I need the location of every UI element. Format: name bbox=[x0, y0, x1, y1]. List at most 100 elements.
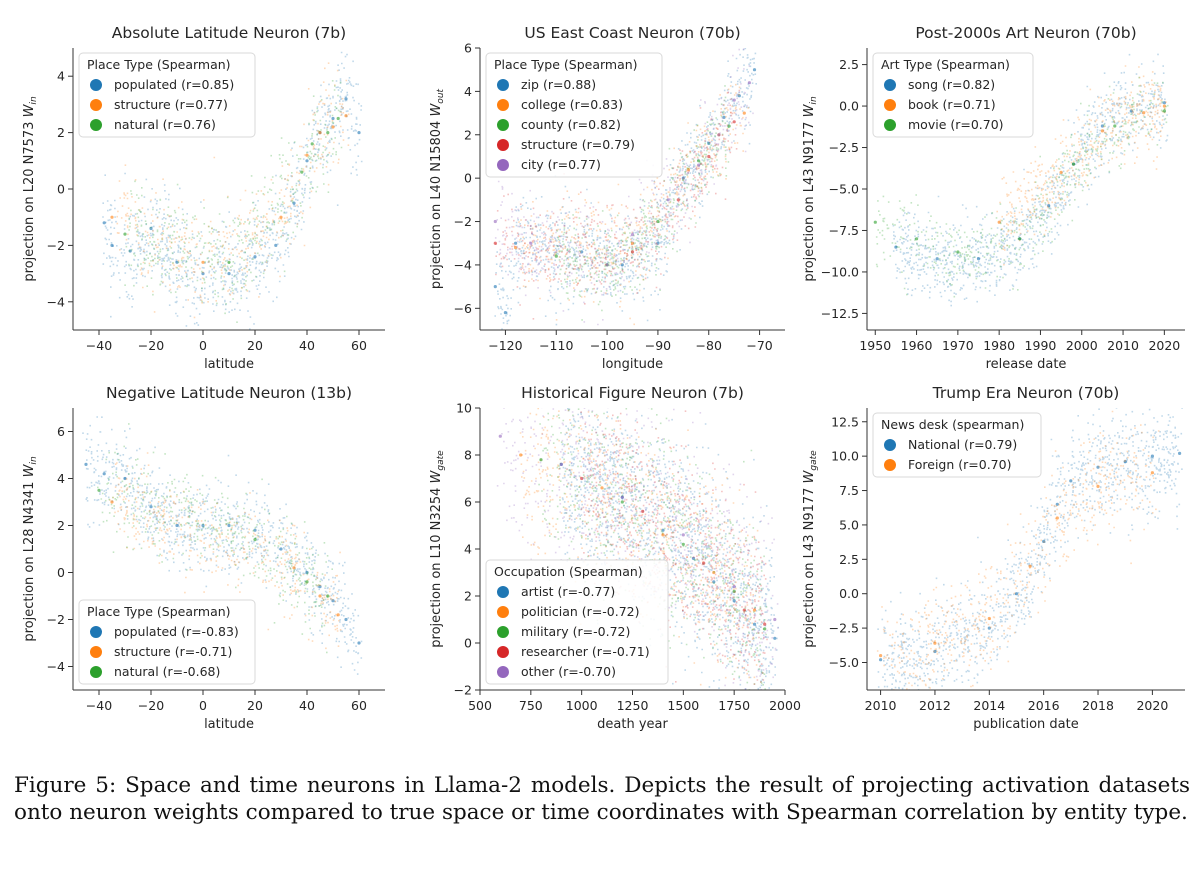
data-point bbox=[661, 528, 665, 532]
data-point bbox=[707, 141, 711, 145]
data-point bbox=[691, 556, 696, 561]
series-points-2 bbox=[876, 410, 1160, 690]
y-axis-label: projection on L28 N4341 Win bbox=[22, 456, 39, 642]
data-point bbox=[128, 249, 132, 253]
data-point bbox=[336, 116, 340, 121]
y-tick-label: −10.0 bbox=[821, 264, 859, 279]
data-point bbox=[227, 260, 231, 264]
y-tick-label: 0 bbox=[464, 636, 472, 651]
data-point bbox=[201, 260, 205, 264]
scatter-cloud bbox=[493, 48, 757, 330]
x-tick-label: 1950 bbox=[859, 338, 891, 353]
legend-entry: book (r=0.71) bbox=[908, 97, 996, 112]
data-point bbox=[707, 154, 711, 159]
series-points-3 bbox=[873, 76, 1169, 298]
data-point bbox=[702, 561, 706, 565]
y-axis-label: projection on L43 N9177 Wgate bbox=[802, 450, 819, 648]
y-tick-label: −7.5 bbox=[829, 223, 859, 238]
x-axis-label: release date bbox=[986, 357, 1067, 372]
x-tick-label: 1750 bbox=[718, 698, 750, 713]
data-point bbox=[1100, 129, 1104, 133]
x-tick-label: 2012 bbox=[919, 698, 951, 713]
x-tick-label: 500 bbox=[468, 698, 492, 713]
data-point bbox=[987, 616, 991, 621]
data-point bbox=[1162, 101, 1166, 105]
series-dots bbox=[996, 65, 1167, 266]
y-axis-label: projection on L43 N9177 Win bbox=[802, 96, 819, 282]
data-point bbox=[1150, 471, 1154, 475]
chart-title: Absolute Latitude Neuron (7b) bbox=[112, 24, 346, 42]
x-axis-label: latitude bbox=[204, 717, 254, 732]
data-point bbox=[1014, 592, 1019, 596]
data-point bbox=[727, 124, 731, 128]
data-point bbox=[493, 241, 497, 245]
legend-entry: researcher (r=-0.71) bbox=[521, 644, 650, 659]
data-point bbox=[84, 462, 88, 466]
data-point bbox=[712, 580, 716, 584]
series-points-4 bbox=[493, 89, 741, 320]
series-points-3 bbox=[538, 408, 768, 690]
data-point bbox=[1129, 109, 1133, 113]
legend-entry: Foreign (r=0.70) bbox=[908, 457, 1011, 472]
legend-entry: structure (r=0.77) bbox=[114, 97, 228, 112]
y-tick-label: 6 bbox=[464, 41, 472, 56]
y-axis-label: projection on L10 N3254 Wgate bbox=[429, 450, 446, 648]
data-point bbox=[493, 285, 497, 289]
y-tick-label: 0 bbox=[57, 565, 65, 580]
x-tick-label: 2020 bbox=[1136, 698, 1168, 713]
data-point bbox=[175, 260, 179, 264]
y-tick-label: 4 bbox=[57, 471, 65, 486]
y-tick-label: 2 bbox=[57, 125, 65, 140]
data-point bbox=[605, 263, 609, 267]
legend: Place Type (Spearman) populated (r=-0.83)… bbox=[78, 599, 256, 685]
x-tick-label: 0 bbox=[199, 698, 207, 713]
legend-entry: structure (r=0.79) bbox=[521, 137, 635, 152]
data-point bbox=[661, 533, 665, 537]
data-point bbox=[773, 636, 777, 640]
legend-entry: city (r=0.77) bbox=[521, 157, 601, 172]
data-point bbox=[1096, 465, 1100, 469]
y-tick-label: 2 bbox=[57, 518, 65, 533]
legend-marker bbox=[497, 79, 509, 91]
chart-title: US East Coast Neuron (70b) bbox=[524, 24, 740, 42]
y-tick-label: −5.0 bbox=[829, 182, 859, 197]
y-tick-label: 6 bbox=[464, 495, 472, 510]
x-tick-label: 2000 bbox=[769, 698, 801, 713]
series-points-1 bbox=[493, 48, 757, 330]
x-tick-label: 1990 bbox=[1025, 338, 1057, 353]
data-point bbox=[1100, 124, 1104, 128]
data-point bbox=[310, 142, 314, 146]
data-point bbox=[686, 167, 691, 172]
y-tick-label: −2 bbox=[454, 683, 472, 698]
legend: Place Type (Spearman) populated (r=0.85) s… bbox=[78, 52, 256, 138]
legend-marker bbox=[884, 79, 896, 91]
y-tick-label: 4 bbox=[464, 542, 472, 557]
data-point bbox=[292, 566, 296, 570]
data-point bbox=[1150, 454, 1154, 458]
data-point bbox=[326, 594, 330, 598]
legend: Place Type (Spearman) zip (r=0.88) college… bbox=[485, 52, 663, 178]
series-points-2 bbox=[110, 62, 350, 319]
data-point bbox=[554, 254, 558, 258]
legend-marker bbox=[90, 79, 102, 91]
chart-panel-5: 500 750 1000 1250 1500 1750 2000 −2 0 2 4 6 8 10 Histo… bbox=[429, 384, 801, 732]
legend-entry: populated (r=0.85) bbox=[114, 77, 234, 92]
chart-panel-6: 2010 2012 2014 2016 2018 2020 −5.0 −2.5 0.0 2.5 5.… bbox=[802, 384, 1185, 732]
x-tick-label: 1500 bbox=[667, 698, 699, 713]
data-point bbox=[503, 311, 507, 315]
legend-marker bbox=[90, 119, 102, 131]
x-tick-label: −80 bbox=[696, 338, 722, 353]
data-point bbox=[344, 617, 348, 622]
data-point bbox=[656, 219, 660, 224]
data-point bbox=[717, 133, 721, 137]
series-dots bbox=[519, 408, 761, 686]
data-point bbox=[110, 243, 114, 247]
legend-entry: natural (r=0.76) bbox=[114, 117, 216, 132]
data-point bbox=[514, 241, 518, 245]
legend-entry: song (r=0.82) bbox=[908, 77, 995, 92]
x-tick-label: 2000 bbox=[1066, 338, 1098, 353]
data-point bbox=[752, 68, 757, 72]
series-points-2 bbox=[519, 408, 761, 686]
